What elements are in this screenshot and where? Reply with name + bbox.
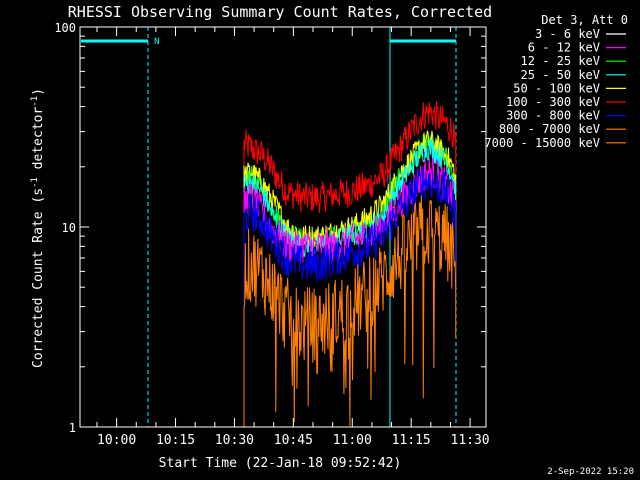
series-line-6-12-kev xyxy=(243,157,457,344)
legend-label: 50 - 100 keV xyxy=(513,81,600,95)
chart-title: RHESSI Observing Summary Count Rates, Co… xyxy=(68,3,492,21)
legend-label: 25 - 50 keV xyxy=(521,68,600,82)
series-line-100-300-kev xyxy=(243,101,457,344)
x-tick-label: 10:00 xyxy=(97,433,136,448)
x-tick-label: 11:30 xyxy=(451,433,490,448)
y-axis-label: Corrected Count Rate (s-1 detector-1) xyxy=(30,88,46,368)
y-tick-label: 100 xyxy=(54,21,76,35)
legend-label: 300 - 800 keV xyxy=(506,109,600,123)
legend-label: 800 - 7000 keV xyxy=(499,122,600,136)
series-line-800-7000-kev xyxy=(243,195,457,427)
x-tick-label: 10:15 xyxy=(156,433,195,448)
x-tick-label: 10:30 xyxy=(215,433,254,448)
x-axis-label: Start Time (22-Jan-18 09:52:42) xyxy=(159,456,402,471)
legend-label: 100 - 300 keV xyxy=(506,95,600,109)
legend-label: 3 - 6 keV xyxy=(535,27,600,41)
x-tick-label: 10:45 xyxy=(274,433,313,448)
night-flag-label: N xyxy=(154,37,159,47)
legend-label: 6 - 12 keV xyxy=(528,41,600,55)
date-stamp: 2-Sep-2022 15:20 xyxy=(547,467,634,477)
series-layer xyxy=(243,101,457,427)
x-tick-label: 11:15 xyxy=(392,433,431,448)
legend-title: Det 3, Att 0 xyxy=(541,13,628,27)
series-line-300-800-kev xyxy=(243,166,457,344)
x-tick-label: 11:00 xyxy=(333,433,372,448)
y-tick-label: 1 xyxy=(69,421,76,435)
legend-label: 12 - 25 keV xyxy=(521,54,600,68)
legend-label: 7000 - 15000 keV xyxy=(484,136,600,150)
axes: 1 10 100 10:00 10:15 10:30 10:45 11:00 11:15 11:3… xyxy=(54,21,489,448)
y-tick-label: 10 xyxy=(62,221,76,235)
